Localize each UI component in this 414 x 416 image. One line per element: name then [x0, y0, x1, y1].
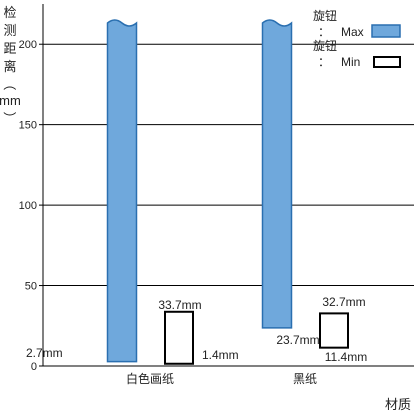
y-axis-title-part: mm — [0, 93, 21, 108]
legend-label: Max — [341, 25, 364, 39]
gridlines — [43, 43, 414, 287]
max-range-bar — [106, 19, 138, 363]
y-axis-title-part: （ — [2, 77, 17, 90]
y-tick-label: 200 — [19, 39, 37, 51]
y-axis-title-part: 检 — [3, 5, 16, 20]
y-tick-label: 150 — [19, 120, 37, 132]
y-axis-title-part: 距 — [3, 41, 16, 56]
max-range-bar — [261, 19, 293, 329]
y-axis-title-part: ） — [2, 111, 17, 124]
value-label: 1.4mm — [202, 348, 239, 362]
value-label: 2.7mm — [26, 346, 63, 360]
legend-swatch-min — [373, 56, 401, 68]
value-label: 32.7mm — [322, 295, 365, 309]
legend-title: 旋钮 — [313, 8, 337, 23]
y-tick-label: 50 — [25, 281, 37, 293]
y-axis-title-part: 离 — [3, 59, 16, 74]
legend-sep: ： — [318, 25, 330, 39]
x-tick-label: 白色画纸 — [126, 371, 174, 386]
min-range-bar — [164, 310, 194, 365]
legend-sep: ： — [318, 55, 330, 69]
axes — [42, 4, 414, 367]
legend-swatch-max — [371, 24, 401, 38]
bars — [106, 19, 349, 365]
min-range-bar — [319, 312, 349, 349]
y-tick-label: 0 — [31, 361, 37, 373]
legend-title: 旋钮 — [313, 38, 337, 53]
legend-label: Min — [341, 55, 360, 69]
x-axis-title: 材质 — [385, 397, 411, 412]
value-label: 33.7mm — [158, 298, 201, 312]
annotations: 白色画纸 黑纸 2.7mm 23.7mm 33.7mm 1.4mm 32.7mm 11.4mm — [26, 295, 367, 386]
value-label: 11.4mm — [325, 350, 367, 364]
y-ticks: 0 50 100 150 200 — [19, 39, 43, 373]
y-tick-label: 100 — [19, 200, 37, 212]
value-label: 23.7mm — [276, 333, 319, 347]
y-axis-title-part: 测 — [3, 23, 16, 38]
x-tick-label: 黑纸 — [293, 372, 317, 386]
